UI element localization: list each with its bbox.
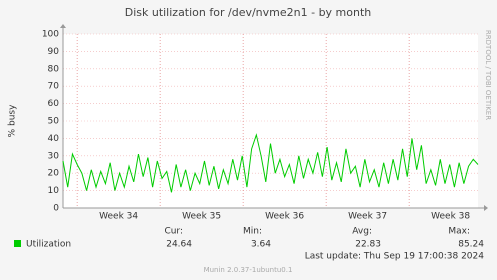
- stat-label: Cur:: [164, 227, 183, 237]
- footer: Munin 2.0.37-1ubuntu0.1: [204, 266, 293, 274]
- chart-title: Disk utilization for /dev/nvme2n1 - by m…: [125, 6, 372, 19]
- y-tick-label: 100: [42, 30, 59, 40]
- series-line: [62, 133, 479, 193]
- y-axis-arrow: [60, 24, 66, 28]
- y-tick-label: 70: [48, 82, 60, 92]
- stat-label: Avg:: [352, 227, 372, 237]
- y-tick-label: 40: [48, 134, 60, 144]
- x-tick-label: Week 37: [348, 212, 387, 222]
- stat-value: 22.83: [355, 240, 381, 250]
- x-tick-label: Week 36: [265, 212, 304, 222]
- stat-label: Max:: [448, 227, 470, 237]
- legend-label: Utilization: [26, 240, 71, 250]
- stat-value: 85.24: [458, 240, 484, 250]
- y-tick-label: 0: [53, 204, 59, 214]
- x-tick-label: Week 34: [99, 212, 138, 222]
- y-tick-label: 20: [48, 169, 60, 179]
- y-tick-label: 80: [48, 64, 60, 74]
- y-tick-label: 10: [48, 186, 60, 196]
- y-tick-label: 50: [48, 117, 60, 127]
- stat-value: 24.64: [166, 240, 192, 250]
- x-tick-label: Week 35: [182, 212, 221, 222]
- side-text: RRDTOOL / TOBI OETIKER: [484, 30, 492, 120]
- x-axis-arrow: [484, 205, 488, 211]
- y-tick-label: 90: [48, 47, 60, 57]
- last-update: Last update: Thu Sep 19 17:00:38 2024: [305, 252, 485, 262]
- stat-label: Min:: [243, 227, 262, 237]
- x-tick-label: Week 38: [431, 212, 470, 222]
- stat-value: 3.64: [251, 240, 271, 250]
- y-tick-label: 30: [48, 151, 60, 161]
- legend-swatch: [14, 240, 21, 247]
- y-axis-label: % busy: [8, 104, 18, 138]
- y-tick-label: 60: [48, 99, 60, 109]
